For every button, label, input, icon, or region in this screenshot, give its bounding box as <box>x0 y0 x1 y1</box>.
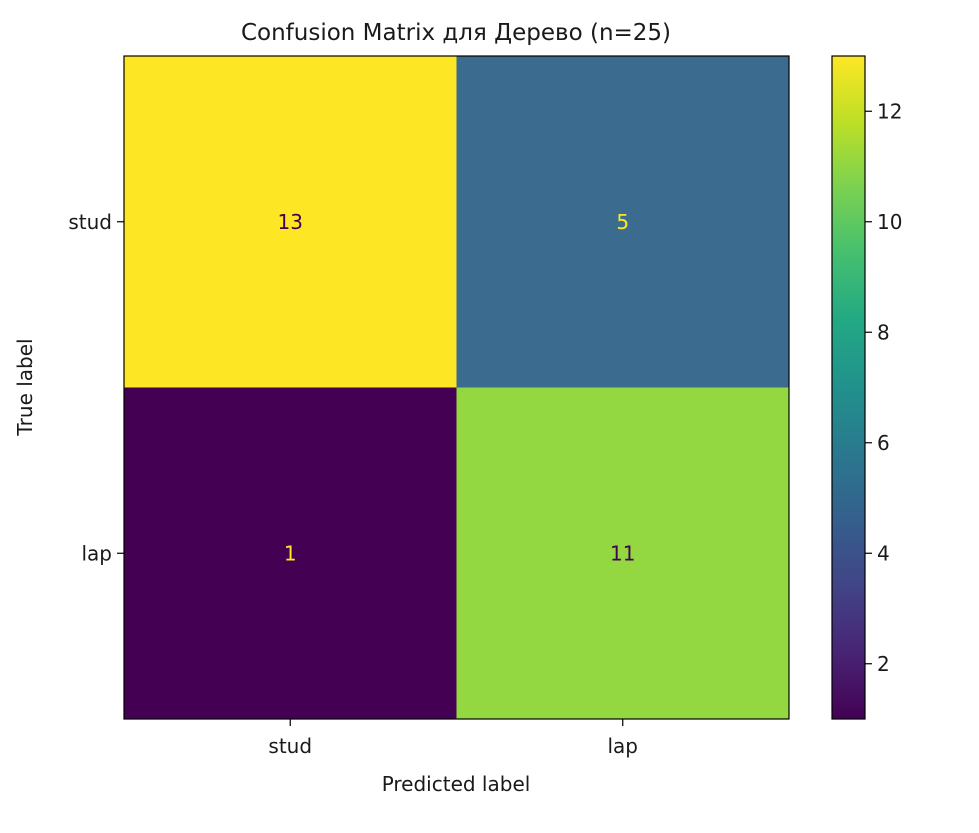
cell-value-label: 11 <box>610 541 635 565</box>
chart-title: Confusion Matrix для Дерево (n=25) <box>241 20 671 46</box>
cell-value-label: 13 <box>278 210 303 234</box>
x-tick-label: lap <box>607 734 638 758</box>
colorbar <box>831 55 866 720</box>
plot-frame <box>123 55 790 720</box>
colorbar-tick-label: 6 <box>877 431 890 455</box>
cell-value-labels: 13 51 11 <box>278 210 636 566</box>
cell-value-label: 5 <box>616 210 629 234</box>
colorbar-tick-label: 4 <box>877 541 890 565</box>
colorbar-tick-label: 12 <box>877 99 902 123</box>
colorbar-ticks: 2 4 6 8 10 12 <box>865 99 902 676</box>
heatmap-cell <box>456 56 790 388</box>
heatmap-cell <box>124 387 457 720</box>
y-tick-label: stud <box>68 210 112 234</box>
cell-value-label: 1 <box>284 541 297 565</box>
colorbar-tick-label: 2 <box>877 652 890 676</box>
colorbar-tick-label: 10 <box>877 210 902 234</box>
x-tick-label: stud <box>268 734 312 758</box>
colorbar-tick-label: 8 <box>877 320 890 344</box>
heatmap-cells <box>124 56 790 720</box>
x-axis-ticks: stud lap <box>268 719 638 758</box>
y-axis-label: True label <box>13 338 37 436</box>
y-axis-ticks: stud lap <box>68 210 124 565</box>
heatmap-cell <box>456 387 790 720</box>
heatmap-cell <box>124 56 457 388</box>
y-tick-label: lap <box>81 541 112 565</box>
x-axis-label: Predicted label <box>382 772 531 796</box>
